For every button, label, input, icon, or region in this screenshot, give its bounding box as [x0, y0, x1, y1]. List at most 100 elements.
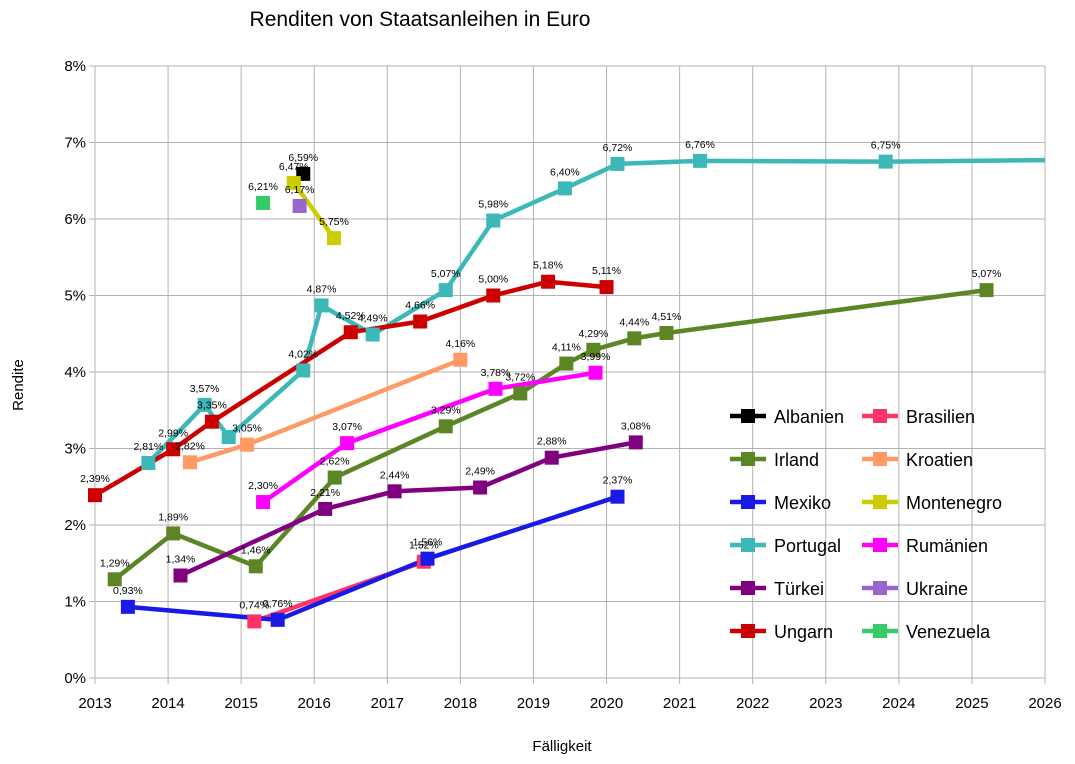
gridlines: [89, 65, 1046, 684]
series-line-montenegro: [291, 181, 336, 240]
marker-t-rkei: [544, 450, 559, 465]
data-label-venezuela: 6,21%: [248, 181, 278, 193]
x-tick-label: 2017: [371, 695, 404, 712]
series-line-t-rkei: [179, 440, 637, 578]
marker-kroatien: [240, 437, 254, 452]
legend: Albanien Brasilien Irland Kroatien Mexiko Mon…: [730, 407, 1002, 642]
marker-rum-nien: [488, 381, 503, 396]
marker-rum-nien: [588, 365, 603, 380]
data-label-ungarn: 5,00%: [478, 274, 508, 286]
y-axis-title: Rendite: [10, 359, 27, 411]
data-label-kroatien: 2,82%: [175, 440, 205, 452]
legend-label-kroatien: Kroatien: [906, 450, 973, 470]
data-label-rum-nien: 3,99%: [581, 351, 611, 363]
y-tick-label: 5%: [64, 288, 86, 305]
data-label-mexiko: 0,76%: [263, 598, 293, 610]
marker-irland: [627, 331, 642, 346]
marker-irland: [107, 572, 122, 587]
data-label-portugal: 4,87%: [307, 283, 337, 295]
data-label-irland: 3,72%: [505, 371, 535, 383]
legend-marker-kroatien: [873, 452, 887, 466]
marker-mexiko: [420, 551, 435, 566]
marker-ungarn: [204, 414, 219, 429]
data-label-irland: 1,89%: [158, 511, 188, 523]
data-label-irland: 1,46%: [241, 544, 271, 556]
data-label-brasilien: 0,74%: [239, 599, 269, 611]
legend-label-albanien: Albanien: [774, 407, 844, 427]
legend-marker-ukraine: [873, 581, 887, 595]
legend-marker-montenegro: [873, 495, 887, 509]
data-label-ungarn: 2,39%: [80, 473, 110, 485]
marker-ukraine: [292, 198, 307, 213]
marker-ungarn: [413, 314, 428, 329]
marker-irland: [979, 283, 994, 298]
data-label-t-rkei: 2,88%: [537, 436, 567, 448]
data-label-mexiko: 0,93%: [113, 585, 143, 597]
y-tick-label: 8%: [64, 58, 86, 75]
x-tick-label: 2015: [224, 695, 257, 712]
marker-portugal: [221, 430, 236, 445]
data-label-t-rkei: 2,44%: [380, 469, 410, 481]
data-label-portugal: 6,76%: [685, 139, 715, 151]
marker-mexiko: [270, 612, 285, 627]
data-label-mexiko: 2,37%: [603, 475, 633, 487]
x-tick-label: 2022: [736, 695, 769, 712]
y-tick-label: 3%: [64, 441, 86, 458]
data-label-ungarn: 5,18%: [533, 260, 563, 272]
marker-irland: [438, 419, 453, 434]
marker-ungarn: [88, 488, 102, 503]
legend-marker-mexiko: [741, 495, 755, 509]
series-line-rum-nien: [261, 370, 596, 504]
marker-irland: [659, 325, 674, 340]
data-label-ungarn: 3,35%: [197, 400, 227, 412]
data-label-irland: 3,29%: [431, 404, 461, 416]
x-tick-label: 2016: [298, 695, 331, 712]
marker-irland: [327, 470, 342, 485]
series-lines: [93, 157, 1046, 624]
data-label-portugal: 5,07%: [431, 268, 461, 280]
x-tick-label: 2014: [151, 695, 184, 712]
data-label-portugal: 6,40%: [550, 166, 580, 178]
x-tick-label: 2025: [955, 695, 988, 712]
data-label-t-rkei: 1,34%: [166, 553, 196, 565]
marker-irland: [586, 342, 601, 357]
legend-label-t-rkei: Türkei: [774, 579, 824, 599]
x-tick-label: 2013: [78, 695, 111, 712]
marker-ungarn: [486, 288, 501, 303]
marker-venezuela: [256, 195, 271, 210]
legend-marker-portugal: [741, 538, 755, 552]
marker-kroatien: [183, 455, 197, 470]
chart-title: Renditen von Staatsanleihen in Euro: [250, 8, 591, 31]
marker-portugal: [557, 181, 572, 196]
legend-label-irland: Irland: [774, 450, 819, 470]
marker-kroatien: [453, 352, 468, 367]
marker-brasilien: [247, 614, 262, 629]
data-label-portugal: 5,98%: [478, 199, 508, 211]
marker-portugal: [197, 397, 212, 412]
data-label-portugal: 6,72%: [603, 142, 633, 154]
data-label-brasilien: 1,52%: [409, 540, 439, 552]
marker-t-rkei: [473, 480, 488, 495]
data-label-ungarn: 4,66%: [405, 300, 435, 312]
x-tick-label: 2024: [882, 695, 915, 712]
marker-irland: [559, 356, 574, 371]
y-tick-label: 2%: [64, 517, 86, 534]
legend-label-portugal: Portugal: [774, 536, 841, 556]
marker-portugal: [141, 456, 156, 471]
marker-irland: [166, 526, 181, 541]
data-label-ungarn: 4,52%: [336, 310, 366, 322]
data-label-kroatien: 4,16%: [445, 338, 475, 350]
marker-montenegro: [326, 231, 341, 246]
marker-montenegro: [286, 176, 301, 191]
marker-portugal: [296, 363, 311, 378]
data-label-portugal: 2,81%: [133, 441, 163, 453]
marker-rum-nien: [340, 436, 355, 451]
data-label-rum-nien: 2,30%: [248, 480, 278, 492]
data-label-portugal: 3,57%: [190, 383, 220, 395]
marker-t-rkei: [387, 484, 402, 499]
x-tick-label: 2018: [444, 695, 477, 712]
legend-label-ungarn: Ungarn: [774, 622, 833, 642]
data-label-irland: 4,11%: [552, 342, 581, 354]
